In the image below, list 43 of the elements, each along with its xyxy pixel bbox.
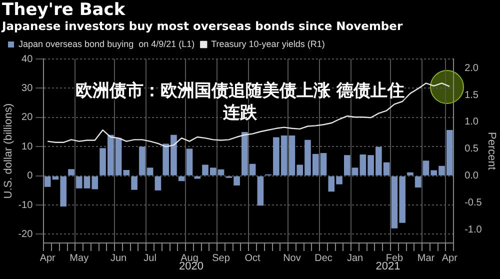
chart-subtitle: Japanese investors buy most overseas bonds since November xyxy=(2,19,403,33)
bar xyxy=(407,172,414,176)
bar xyxy=(257,176,264,206)
x-tick-label: Sep xyxy=(212,252,230,264)
y-tick-label: -10 xyxy=(18,200,34,211)
bar xyxy=(123,170,130,176)
y2-tick-label: 2.0 xyxy=(464,62,479,74)
bar xyxy=(68,169,74,176)
y2-tick-label: -1.0 xyxy=(464,224,482,236)
x-tick-label: Nov xyxy=(283,252,301,264)
y2-axis-title: Percent xyxy=(485,132,498,170)
x-tick-label: Mar xyxy=(417,252,436,264)
y-tick-label: 40 xyxy=(22,54,34,65)
y2-tick-label: 1.0 xyxy=(464,116,479,128)
x-tick-label: Jul xyxy=(144,252,156,264)
y2-tick-label: 0.5 xyxy=(464,144,479,155)
x-tick-label: Jan xyxy=(346,252,364,264)
y2-tick-label: 0.0 xyxy=(464,170,479,182)
y-tick-label: 30 xyxy=(22,82,34,94)
bar xyxy=(44,176,51,187)
legend-label: Treasury 10-year yields (R1) xyxy=(211,38,325,49)
legend-label: Japan overseas bond buying on 4/9/21 (L1) xyxy=(18,38,195,49)
bar xyxy=(131,176,138,190)
bar xyxy=(154,176,162,190)
annotation: 欧洲债市：欧洲国债追随美债上涨 德债止住连跌 xyxy=(74,80,406,124)
bar xyxy=(178,176,185,182)
x-tick-label: Apr xyxy=(442,252,458,264)
text: 2021 xyxy=(376,260,400,273)
y-tick-label: 10 xyxy=(22,141,34,152)
y-tick-label: -20 xyxy=(18,228,34,240)
bar xyxy=(414,176,422,188)
x-tick-label: Apr xyxy=(40,252,56,264)
x-tick-label: May xyxy=(70,252,89,264)
chart-title: They're Back xyxy=(2,0,126,20)
y-axis-title: U.S. dollar (billions) xyxy=(2,103,15,199)
bar xyxy=(186,148,193,176)
y2-tick-label: 1.5 xyxy=(464,90,479,101)
x-tick-label: Oct xyxy=(244,252,261,264)
x-tick-label: Jun xyxy=(110,252,127,264)
y2-tick-label: -0.5 xyxy=(464,197,482,208)
y-tick-label: 20 xyxy=(22,112,34,124)
x-tick-label: Dec xyxy=(314,252,332,264)
y-tick-label: 0 xyxy=(27,170,34,182)
